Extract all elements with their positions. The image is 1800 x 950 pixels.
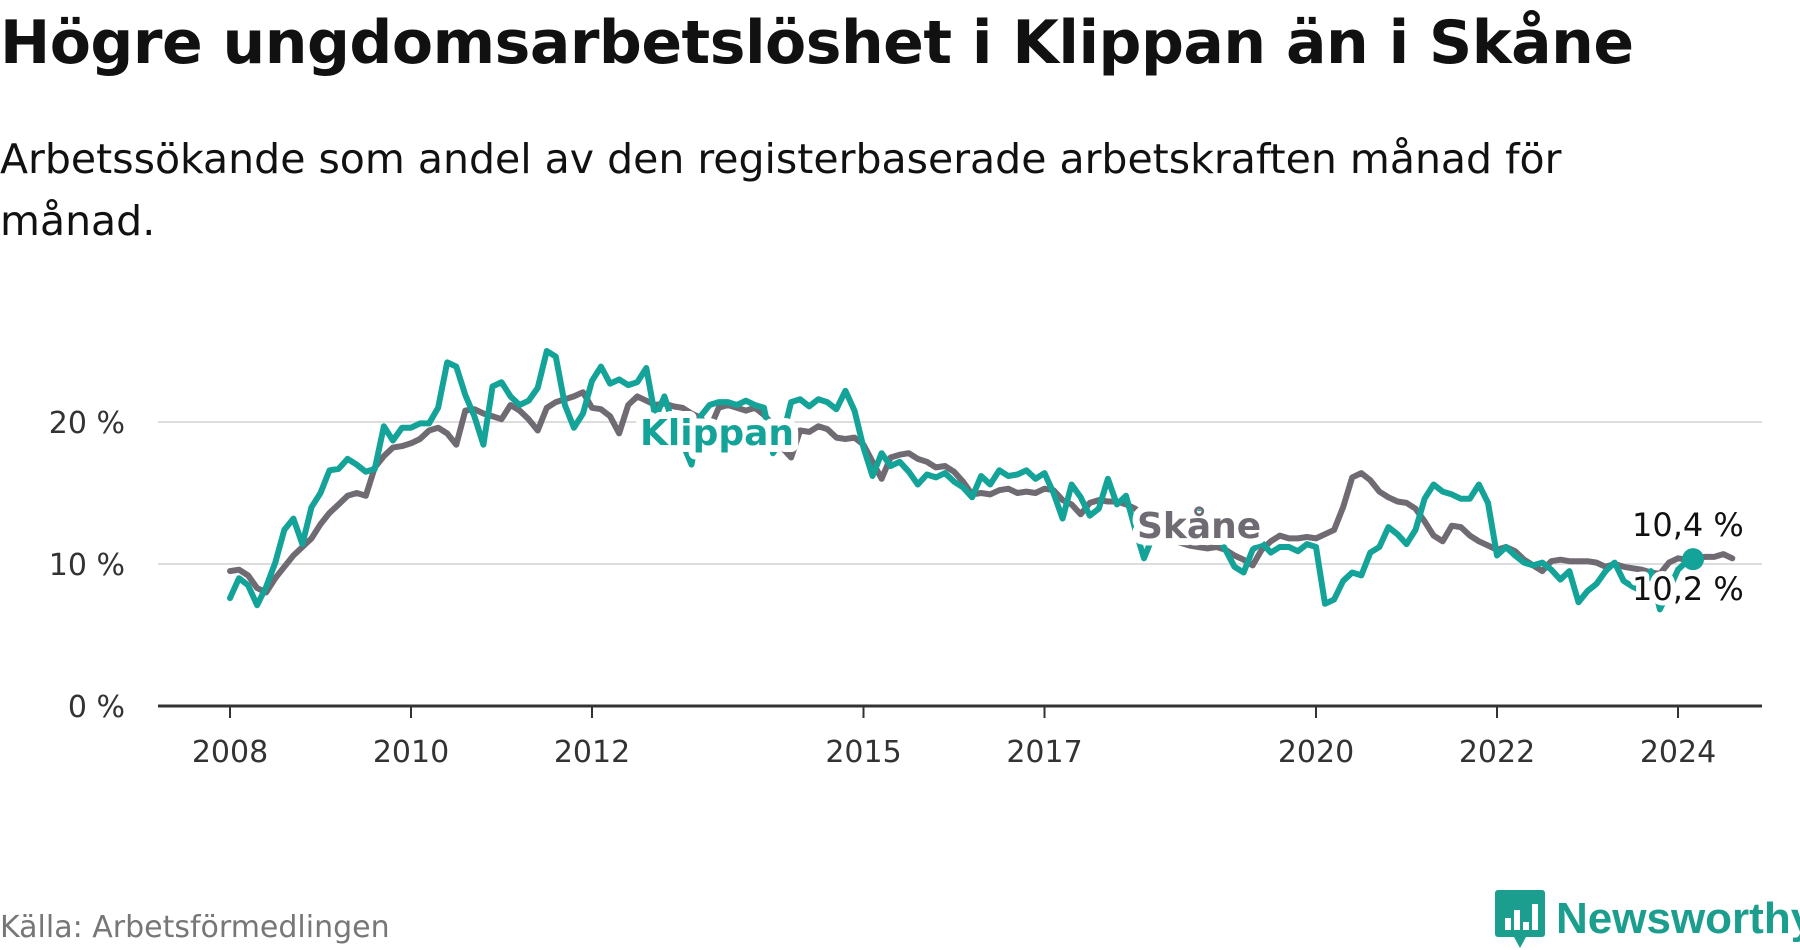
x-tick-label: 2020	[1278, 735, 1354, 770]
series-line-klippan	[227, 348, 1690, 613]
brand-logo[interactable]: Newsworthy	[1494, 888, 1800, 950]
x-tick-label: 2017	[1006, 735, 1082, 770]
x-tick-label: 2024	[1640, 735, 1716, 770]
y-axis-ticks: 0 % 10 % 20 %	[49, 406, 125, 725]
gridlines	[158, 421, 1762, 565]
y-tick-label: 0 %	[68, 690, 125, 725]
series-label-klippan: Klippan	[640, 413, 794, 454]
x-tick-label: 2012	[554, 735, 630, 770]
brand-name: Newsworthy	[1556, 894, 1800, 943]
newsworthy-logo-icon	[1495, 890, 1545, 948]
series-labels: Skåne 10,4 % Klippan 10,2 %	[633, 406, 1749, 613]
y-tick-label: 10 %	[49, 548, 125, 583]
end-label-klippan: 10,2 %	[1632, 570, 1744, 608]
x-tick-label: 2022	[1459, 735, 1535, 770]
series-line-skane	[227, 389, 1736, 596]
series-lines	[227, 348, 1736, 613]
chart-subtitle: Arbetssökande som andel av den registerb…	[0, 135, 1562, 245]
x-tick-label: 2008	[192, 735, 268, 770]
x-tick-label: 2010	[373, 735, 449, 770]
x-axis: 2008 2010 2012 2015 2017 2020 2022 2024	[158, 704, 1762, 770]
latest-value-dot	[1682, 548, 1705, 571]
y-tick-label: 20 %	[49, 406, 125, 441]
x-tick-label: 2015	[825, 735, 901, 770]
chart-title: Högre ungdomsarbetslöshet i Klippan än i…	[0, 8, 1634, 78]
source-note: Källa: Arbetsförmedlingen	[0, 910, 390, 945]
series-label-skane: Skåne	[1137, 506, 1261, 547]
end-label-skane: 10,4 %	[1632, 506, 1744, 544]
